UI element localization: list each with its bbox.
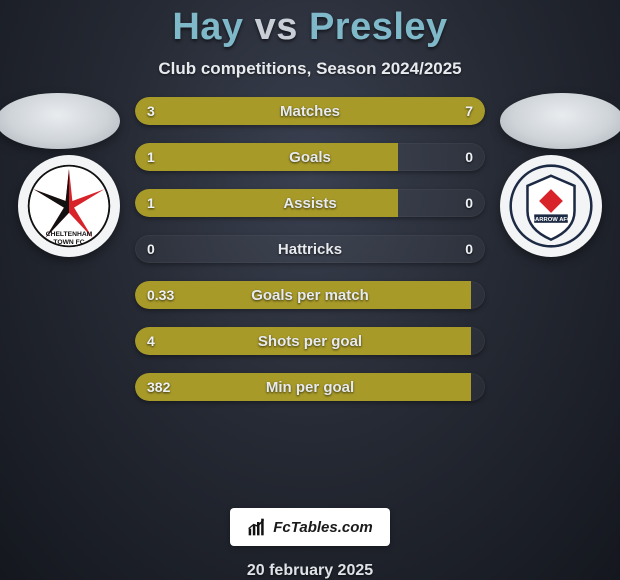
stat-row: Goals10 (135, 143, 485, 171)
stat-value-right: 0 (465, 235, 473, 263)
stat-row: Goals per match0.33 (135, 281, 485, 309)
comparison-infographic: Hay vs Presley Club competitions, Season… (0, 0, 620, 580)
stat-row: Min per goal382 (135, 373, 485, 401)
player1-silhouette (0, 93, 120, 149)
cheltenham-town-fc-badge: CHELTENHAM TOWN FC (18, 155, 120, 257)
player2-name: Presley (309, 6, 448, 48)
stat-value-left: 0 (147, 235, 155, 263)
club-badge-right-icon: BARROW AFC (509, 164, 593, 248)
svg-text:BARROW AFC: BARROW AFC (531, 217, 572, 223)
stat-label: Hattricks (135, 235, 485, 263)
stat-fill-left (135, 143, 398, 171)
stat-row: Matches37 (135, 97, 485, 125)
svg-text:TOWN FC: TOWN FC (53, 239, 84, 246)
club-badge-left-icon: CHELTENHAM TOWN FC (27, 164, 111, 248)
stat-bars: Matches37Goals10Assists10Hattricks00Goal… (135, 97, 485, 401)
player1-name: Hay (172, 6, 243, 48)
chart-icon (247, 517, 267, 537)
stat-row: Shots per goal4 (135, 327, 485, 355)
stat-fill-left (135, 373, 471, 401)
stat-fill-left (135, 281, 471, 309)
date-text: 20 february 2025 (247, 562, 373, 580)
stat-row: Hattricks0 0 (135, 235, 485, 263)
page-title: Hay vs Presley (172, 6, 447, 49)
stat-row: Assists10 (135, 189, 485, 217)
stage: CHELTENHAM TOWN FC BARROW AFC Matches37G… (0, 97, 620, 176)
brand-text: FcTables.com (273, 519, 372, 536)
brand-badge: FcTables.com (230, 508, 390, 546)
stat-fill-left (135, 189, 398, 217)
stat-fill-left (135, 97, 240, 125)
stat-value-right: 0 (465, 189, 473, 217)
player2-silhouette (500, 93, 620, 149)
subtitle: Club competitions, Season 2024/2025 (158, 59, 461, 79)
stat-value-right: 0 (465, 143, 473, 171)
svg-text:CHELTENHAM: CHELTENHAM (46, 231, 93, 238)
stat-fill-right (240, 97, 485, 125)
vs-text: vs (255, 6, 298, 48)
stat-fill-left (135, 327, 471, 355)
barrow-afc-badge: BARROW AFC (500, 155, 602, 257)
